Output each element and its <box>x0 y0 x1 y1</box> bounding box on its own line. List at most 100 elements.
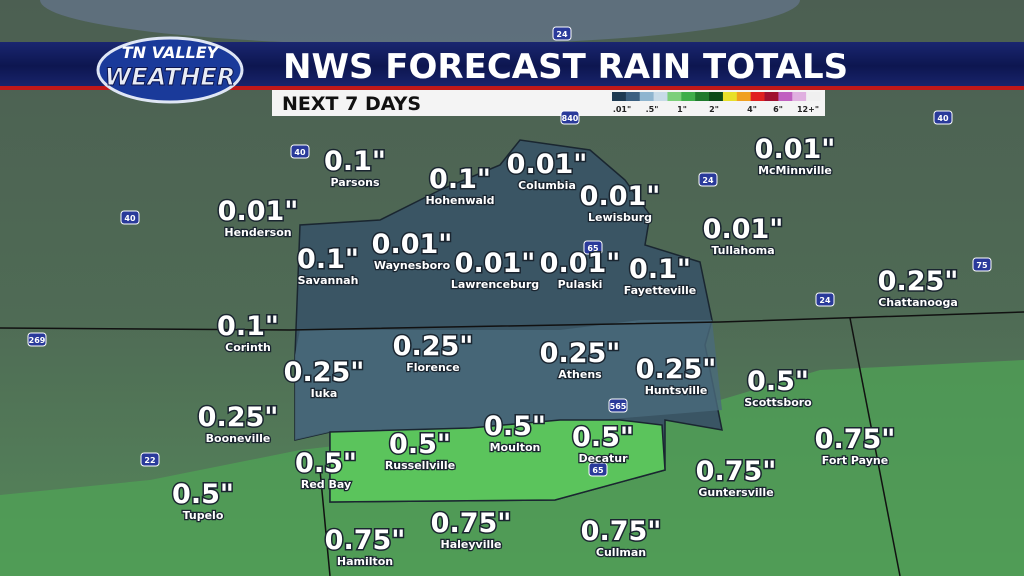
rain-amount: 0.25" <box>540 338 621 369</box>
city-name: Red Bay <box>301 478 351 491</box>
highway-shield <box>588 462 608 477</box>
highway-shield <box>933 110 953 125</box>
legend-swatch <box>681 92 696 101</box>
city-name: Athens <box>558 368 602 381</box>
rain-zone <box>329 419 666 503</box>
rain-amount: 0.1" <box>324 146 386 177</box>
rain-amount: 0.5" <box>172 479 234 510</box>
rain-amount: 0.5" <box>389 429 451 460</box>
city-name: Russellville <box>385 459 455 472</box>
legend-swatch <box>667 92 682 101</box>
legend-swatch <box>639 92 655 101</box>
rain-zone <box>40 0 800 45</box>
rain-amount: 0.01" <box>755 134 836 165</box>
rain-amount: 0.75" <box>325 525 406 556</box>
city-name: Iuka <box>311 387 338 400</box>
city-name: Columbia <box>518 179 576 192</box>
rain-amount: 0.75" <box>431 508 512 539</box>
rain-amount: 0.75" <box>815 424 896 455</box>
highway-number: 40 <box>294 148 306 157</box>
city-name: Fort Payne <box>822 454 888 467</box>
logo-bottom: WEATHER <box>105 63 235 91</box>
highway-number: 840 <box>562 114 579 123</box>
logo <box>96 36 244 104</box>
rain-amount: 0.25" <box>636 354 717 385</box>
city-name: Lewisburg <box>588 211 652 224</box>
state-line <box>319 469 331 576</box>
city-name: Henderson <box>224 226 291 239</box>
legend-swatch <box>750 92 766 101</box>
legend-label: 6" <box>773 105 783 114</box>
highway-number: 22 <box>144 456 155 465</box>
city-name: Hamilton <box>337 555 393 568</box>
rain-amount: 0.25" <box>198 402 279 433</box>
legend-swatch <box>778 92 793 101</box>
legend-swatch <box>653 92 668 101</box>
city-name: Cullman <box>596 546 646 559</box>
city-name: Lawrenceburg <box>451 278 539 291</box>
legend-label: .5" <box>646 105 659 114</box>
legend-label: 4" <box>747 105 757 114</box>
city-name: Chattanooga <box>878 296 958 309</box>
highway-number: 269 <box>29 336 46 345</box>
rain-amount: 0.25" <box>284 357 365 388</box>
legend-swatch <box>764 92 779 101</box>
rain-amount: 0.01" <box>703 214 784 245</box>
city-name: Decatur <box>578 452 628 465</box>
highway-number: 40 <box>124 214 136 223</box>
subtitle: NEXT 7 DAYS <box>282 93 421 115</box>
rain-amount: 0.25" <box>878 266 959 297</box>
highway-number: 565 <box>610 402 627 411</box>
city-name: Haleyville <box>441 538 502 551</box>
rain-amount: 0.5" <box>747 366 809 397</box>
rain-amount: 0.01" <box>455 248 536 279</box>
city-name: Corinth <box>225 341 271 354</box>
rain-amount: 0.01" <box>540 248 621 279</box>
city-name: Savannah <box>298 274 359 287</box>
legend-swatch <box>806 92 821 101</box>
rain-amount: 0.25" <box>393 331 474 362</box>
rain-amount: 0.1" <box>297 244 359 275</box>
highway-number: 24 <box>556 30 568 39</box>
highway-shield <box>120 210 140 225</box>
state-line <box>0 311 1024 331</box>
highway-shield <box>583 240 603 255</box>
highway-shield <box>608 398 628 413</box>
highway-shield <box>140 452 160 467</box>
city-name: Moulton <box>490 441 541 454</box>
highway-number: 24 <box>702 176 714 185</box>
state-line <box>849 317 901 576</box>
legend-label: .01" <box>613 105 631 114</box>
rain-amount: 0.01" <box>580 181 661 212</box>
highway-shield <box>560 110 580 125</box>
rain-amount: 0.75" <box>696 456 777 487</box>
legend-swatch <box>695 92 710 101</box>
rain-amount: 0.01" <box>372 229 453 260</box>
city-name: McMinnville <box>758 164 832 177</box>
legend-label: 2" <box>709 105 719 114</box>
highway-number: 75 <box>976 261 988 270</box>
rain-amount: 0.5" <box>572 422 634 453</box>
legend-swatch <box>709 92 724 101</box>
rain-amount: 0.1" <box>217 311 279 342</box>
title: NWS FORECAST RAIN TOTALS <box>283 47 848 87</box>
highway-shield <box>815 292 835 307</box>
city-name: Hohenwald <box>425 194 494 207</box>
highway-number: 65 <box>592 466 604 475</box>
city-name: Waynesboro <box>374 259 451 272</box>
highway-shield <box>290 144 310 159</box>
city-name: Guntersville <box>698 486 773 499</box>
highway-number: 40 <box>937 114 949 123</box>
legend-swatch <box>612 92 627 101</box>
highway-number: 65 <box>587 244 599 253</box>
legend-label: 12+" <box>797 105 819 114</box>
city-name: Tupelo <box>183 509 224 522</box>
rain-amount: 0.75" <box>581 516 662 547</box>
rain-amount: 0.5" <box>295 448 357 479</box>
highway-shield <box>972 257 992 272</box>
legend-swatch <box>736 92 752 101</box>
rain-amount: 0.01" <box>507 149 588 180</box>
legend-label: 1" <box>677 105 687 114</box>
